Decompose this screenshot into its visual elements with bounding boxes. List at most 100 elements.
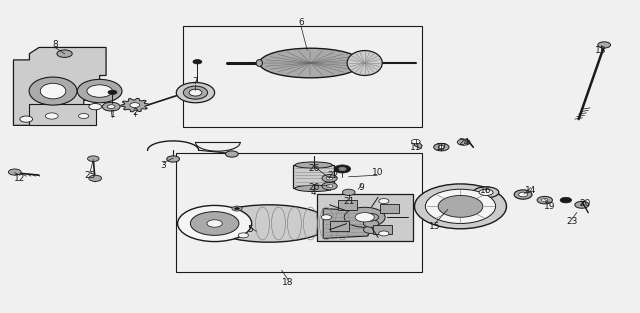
Circle shape [89,104,102,110]
Ellipse shape [514,190,532,199]
Bar [337,200,356,210]
Ellipse shape [176,83,214,103]
Circle shape [321,215,332,220]
Bar [372,225,392,234]
Text: 16: 16 [480,186,492,195]
Text: 4: 4 [311,188,316,197]
Circle shape [326,185,333,188]
Circle shape [344,207,385,227]
Circle shape [225,151,238,157]
Circle shape [130,103,140,107]
Circle shape [190,212,239,235]
Text: 6: 6 [298,18,304,27]
Circle shape [364,220,379,227]
Circle shape [238,233,248,238]
Text: 5: 5 [247,225,253,234]
Ellipse shape [259,48,362,78]
Bar [29,104,97,125]
Circle shape [234,207,239,210]
Text: 9: 9 [358,183,364,192]
Text: 25: 25 [84,171,96,180]
Circle shape [45,113,58,119]
Ellipse shape [40,83,66,99]
Ellipse shape [183,86,207,99]
Circle shape [57,50,72,57]
Text: 23: 23 [566,218,578,226]
Bar [317,194,413,241]
Ellipse shape [295,162,332,168]
Circle shape [426,189,495,223]
Text: 19: 19 [544,202,556,211]
Polygon shape [121,98,149,112]
Circle shape [412,139,420,144]
Circle shape [102,102,120,111]
Circle shape [415,184,506,229]
Circle shape [364,226,379,233]
Bar [330,221,349,230]
Ellipse shape [479,189,493,195]
Text: 18: 18 [282,278,294,287]
Text: 20: 20 [579,199,591,208]
Text: 3: 3 [161,161,166,170]
Text: 21: 21 [343,197,355,206]
Bar [380,204,399,213]
Ellipse shape [518,192,527,197]
Circle shape [177,205,252,242]
Circle shape [193,59,202,64]
Text: 13: 13 [595,46,607,55]
Circle shape [434,143,449,151]
Text: 8: 8 [52,40,58,49]
Text: 15: 15 [429,222,441,231]
Circle shape [167,156,179,162]
Ellipse shape [208,205,330,242]
Circle shape [438,146,445,149]
Circle shape [108,105,115,109]
Text: 17: 17 [436,143,447,152]
Circle shape [598,42,611,48]
Circle shape [232,206,242,211]
Circle shape [575,201,589,208]
Circle shape [20,116,33,122]
Circle shape [541,198,548,202]
Text: 12: 12 [14,174,26,183]
Circle shape [379,198,389,203]
Text: 14: 14 [525,186,536,195]
Ellipse shape [256,59,262,66]
Ellipse shape [77,80,122,103]
Ellipse shape [189,89,202,96]
Polygon shape [323,208,371,239]
Polygon shape [415,139,422,149]
Bar [293,165,334,188]
Bar [176,153,422,272]
Text: 2: 2 [132,108,138,117]
Text: 26: 26 [308,164,319,173]
Circle shape [537,196,552,204]
Bar [182,26,422,127]
Circle shape [342,189,355,195]
Text: 24: 24 [458,138,469,147]
Ellipse shape [473,187,499,198]
Circle shape [355,213,374,222]
Circle shape [322,182,337,190]
Circle shape [560,197,572,203]
Circle shape [379,231,389,236]
Ellipse shape [347,51,382,75]
Text: 10: 10 [372,167,383,177]
Circle shape [322,175,337,182]
Ellipse shape [29,77,77,105]
Circle shape [339,167,346,171]
Circle shape [458,139,470,145]
Circle shape [8,169,21,175]
Text: 22: 22 [327,171,339,180]
Ellipse shape [295,185,332,192]
Text: 7: 7 [193,77,198,86]
Text: 1: 1 [109,110,115,119]
Circle shape [79,114,89,119]
Text: 26: 26 [308,183,319,192]
Text: 11: 11 [410,143,422,152]
Circle shape [438,195,483,217]
Circle shape [326,177,333,180]
Polygon shape [13,48,106,125]
Circle shape [364,213,379,221]
Ellipse shape [87,85,113,97]
